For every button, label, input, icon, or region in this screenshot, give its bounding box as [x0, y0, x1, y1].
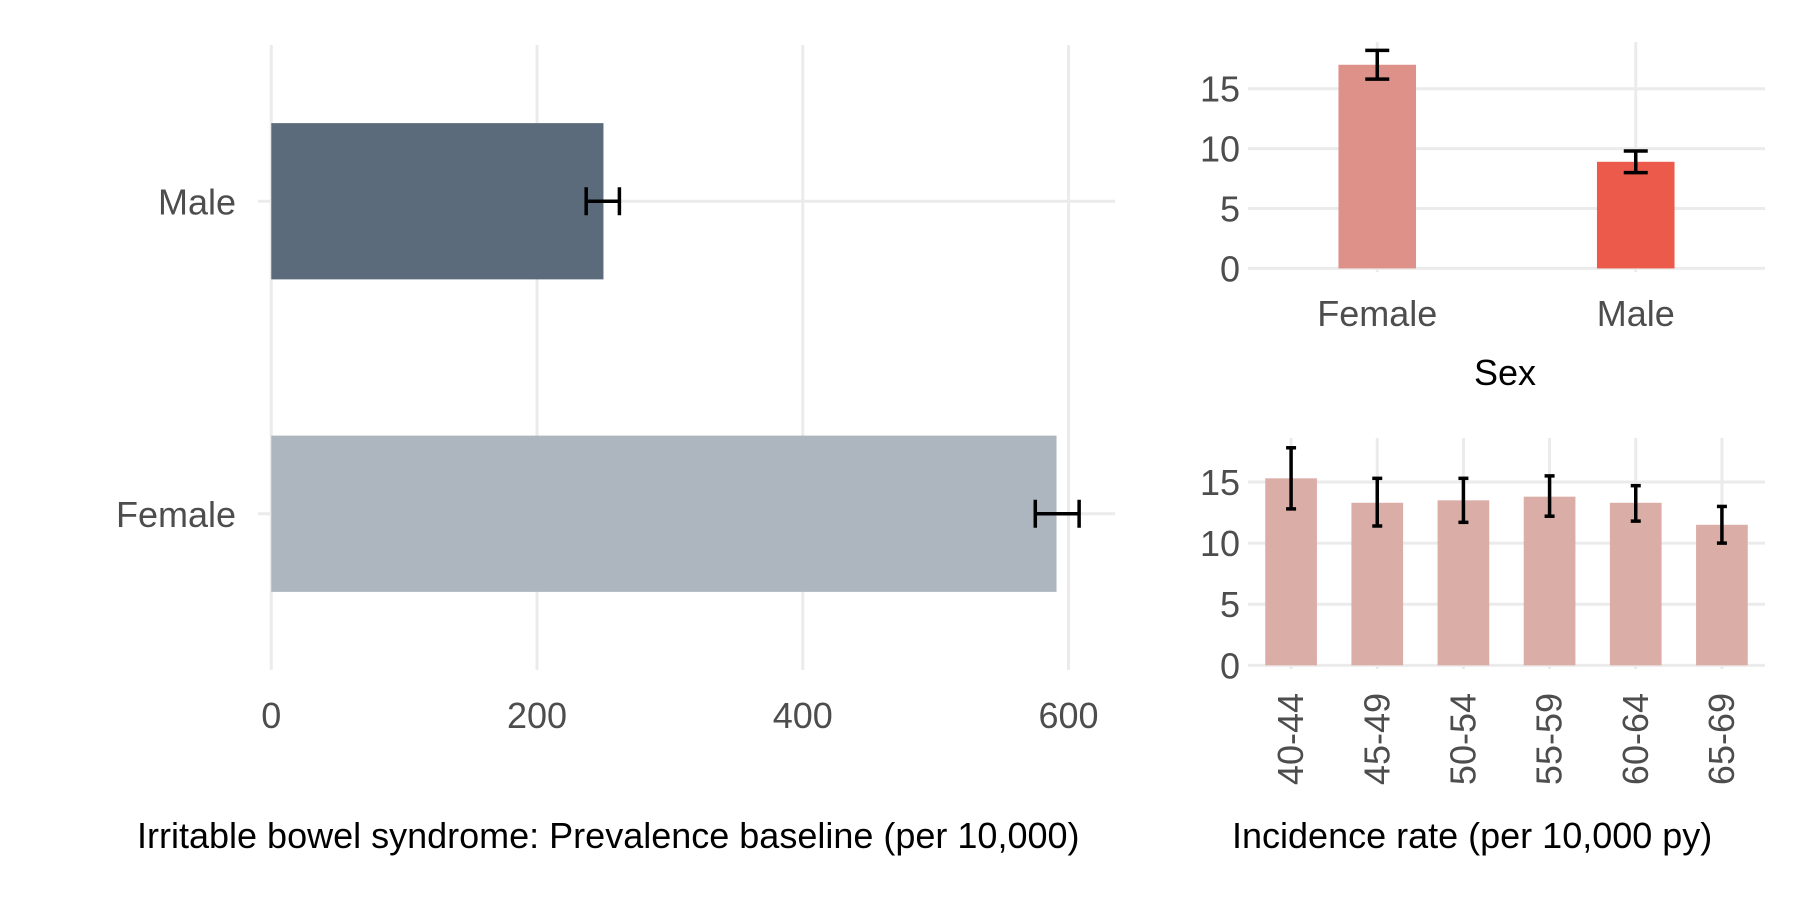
- age-bar: [1523, 496, 1576, 666]
- prevalence-y-tick-label: Male: [158, 181, 236, 222]
- prevalence-y-tick-label: Female: [116, 494, 236, 535]
- prevalence-bar: [271, 123, 604, 280]
- prevalence-x-axis-title: Irritable bowel syndrome: Prevalence bas…: [137, 815, 1080, 856]
- sex-x-tick-label: Female: [1317, 293, 1437, 334]
- sex-x-axis-title: Sex: [1474, 352, 1536, 393]
- sex-bar: [1596, 161, 1675, 269]
- age-bar: [1609, 502, 1662, 666]
- age-y-tick-label: 0: [1220, 645, 1240, 686]
- sex-y-tick-label: 15: [1200, 69, 1240, 110]
- age-x-tick-label: 45-49: [1356, 693, 1397, 785]
- age-x-tick-label: 40-44: [1270, 693, 1311, 785]
- incidence-x-axis-title: Incidence rate (per 10,000 py): [1232, 815, 1712, 856]
- sex-bar: [1338, 64, 1417, 269]
- sex-y-tick-label: 0: [1220, 248, 1240, 289]
- age-x-tick-label: 50-54: [1442, 693, 1483, 785]
- age-bar: [1696, 524, 1748, 666]
- sex-y-tick-label: 10: [1200, 129, 1240, 170]
- prevalence-bar: [271, 435, 1057, 592]
- prevalence-panel: 0 200 400 600 Male Female: [116, 45, 1115, 736]
- sex-y-tick-label: 5: [1220, 189, 1240, 230]
- incidence-by-sex-panel: 0 5 10 15 Female Male: [1200, 42, 1765, 334]
- age-y-tick-label: 10: [1200, 523, 1240, 564]
- age-x-tick-label: 65-69: [1701, 693, 1742, 785]
- prevalence-x-tick-label: 600: [1038, 695, 1098, 736]
- age-x-tick-label: 60-64: [1615, 693, 1656, 785]
- age-bar: [1437, 500, 1490, 666]
- sex-x-tick-label: Male: [1597, 293, 1675, 334]
- prevalence-x-tick-label: 200: [507, 695, 567, 736]
- prevalence-x-tick-label: 400: [773, 695, 833, 736]
- age-y-tick-label: 5: [1220, 584, 1240, 625]
- incidence-by-age-panel: 0 5 10 15 40-44 45-49 50-54 55-59 60-64 65-69: [1200, 438, 1765, 785]
- age-bar: [1351, 502, 1404, 666]
- age-x-tick-label: 55-59: [1529, 693, 1570, 785]
- age-y-tick-label: 15: [1200, 462, 1240, 503]
- prevalence-x-tick-label: 0: [261, 695, 281, 736]
